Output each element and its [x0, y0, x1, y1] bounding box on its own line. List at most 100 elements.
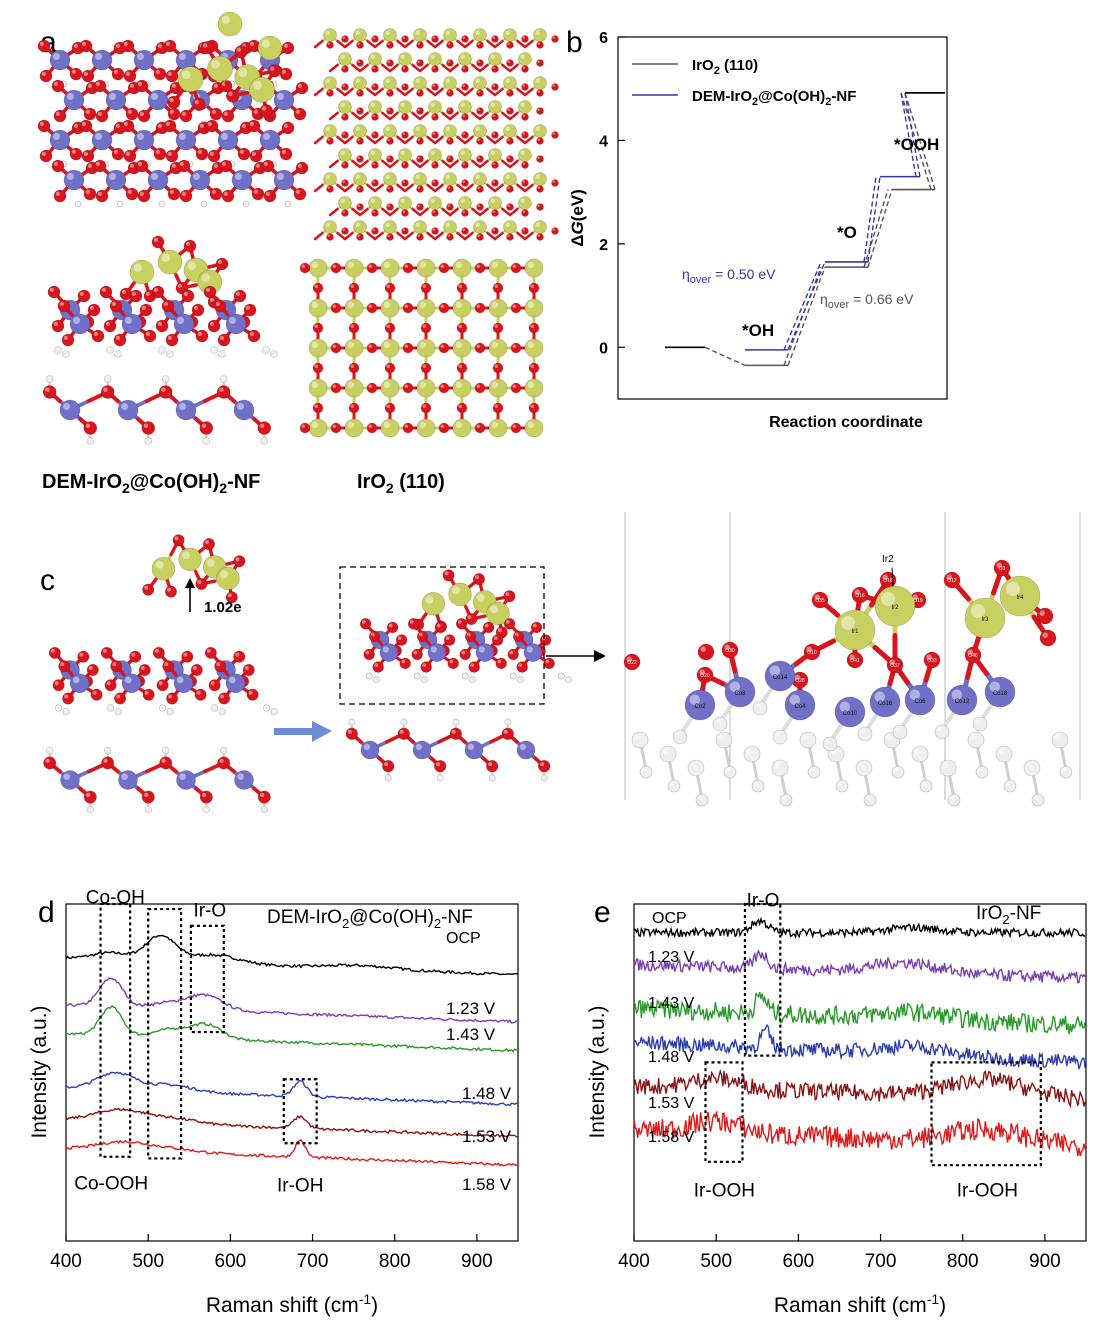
- h-atom: [995, 745, 1013, 763]
- atom-label: O35: [815, 598, 825, 604]
- atom-highlight: [133, 263, 142, 272]
- o-atom: [341, 113, 349, 121]
- atom-highlight: [432, 162, 435, 165]
- atom-highlight: [220, 570, 228, 579]
- atom-highlight: [626, 656, 632, 662]
- bond: [441, 63, 452, 73]
- atom-highlight: [140, 666, 145, 670]
- atom-label: Ir1: [851, 629, 859, 635]
- atom-highlight: [436, 762, 441, 767]
- co-atom: [105, 89, 127, 111]
- co-atom: [121, 673, 142, 694]
- atom-highlight: [115, 351, 118, 354]
- atom-highlight: [715, 719, 720, 724]
- o-atom: [811, 591, 829, 609]
- atom-highlight: [53, 81, 59, 86]
- atom-highlight: [497, 628, 502, 633]
- atom-highlight: [347, 301, 354, 308]
- atom-highlight: [505, 620, 510, 624]
- o-atom: [158, 385, 173, 399]
- bond: [456, 87, 467, 97]
- atom-highlight: [494, 404, 498, 408]
- atom-highlight: [143, 792, 149, 798]
- o-atom: [384, 322, 396, 334]
- o-atom: [476, 203, 484, 211]
- o-atom: [83, 790, 97, 804]
- atom-highlight: [253, 189, 258, 194]
- e-series-label: 1.48 V: [648, 1049, 695, 1066]
- atom-highlight: [520, 102, 525, 107]
- o-atom: [121, 119, 135, 133]
- atom-highlight: [462, 162, 465, 165]
- atom-highlight: [211, 109, 216, 114]
- o-atom: [465, 612, 478, 625]
- o-atom: [123, 149, 137, 163]
- atom-highlight: [425, 595, 434, 604]
- o-atom: [491, 131, 499, 139]
- d-peak-boxes: [99, 902, 318, 1160]
- atom-highlight: [512, 384, 516, 388]
- atom-highlight: [440, 424, 444, 428]
- h-atom: [158, 704, 167, 712]
- atom-highlight: [417, 156, 420, 159]
- bond: [343, 231, 354, 241]
- o-atom: [539, 634, 552, 646]
- atom-highlight: [49, 287, 55, 292]
- atom-highlight: [402, 114, 405, 117]
- co-atom: [784, 689, 816, 721]
- atom-highlight: [53, 321, 59, 326]
- atom-highlight: [419, 301, 426, 308]
- h-atom: [771, 759, 789, 777]
- d-annotation: Co-OH: [86, 887, 145, 908]
- o-atom: [51, 159, 65, 173]
- atom-highlight: [492, 210, 495, 213]
- atom-highlight: [530, 284, 534, 288]
- atom-highlight: [372, 228, 375, 231]
- atom-highlight: [228, 91, 233, 96]
- o-atom: [438, 422, 450, 434]
- c-combined-structure: [345, 569, 572, 782]
- o-atom: [156, 679, 169, 692]
- atom-highlight: [139, 111, 144, 116]
- atom-highlight: [492, 180, 495, 183]
- co-atom: [360, 740, 380, 760]
- o-atom: [221, 109, 235, 123]
- atom-highlight: [271, 709, 275, 712]
- o-atom: [402, 342, 414, 354]
- atom-highlight: [314, 284, 318, 288]
- o-atom: [114, 692, 127, 705]
- h-atom: [103, 375, 112, 383]
- o-atom: [536, 203, 544, 211]
- ir-atom: [834, 609, 876, 651]
- atom-highlight: [164, 662, 169, 667]
- atom-highlight: [458, 284, 462, 288]
- atom-highlight: [168, 694, 173, 699]
- o-atom: [420, 322, 432, 334]
- o-atom: [356, 89, 364, 97]
- h-atom: [516, 676, 524, 684]
- o-atom: [446, 59, 454, 67]
- atom-highlight: [347, 729, 352, 734]
- b-annot-o: *O: [837, 223, 857, 242]
- bond: [441, 159, 452, 169]
- atom-highlight: [203, 438, 207, 441]
- co-atom: [121, 313, 143, 335]
- o-atom: [382, 760, 395, 773]
- co-atom: [273, 89, 295, 111]
- ir-atom: [353, 172, 367, 186]
- atom-highlight: [85, 792, 91, 798]
- atom-highlight: [357, 60, 360, 64]
- o-atom: [386, 107, 394, 115]
- o-atom: [510, 382, 522, 394]
- atom-highlight: [537, 90, 541, 93]
- h-atom: [972, 716, 988, 732]
- atom-highlight: [1054, 734, 1060, 740]
- e-series-label: 1.43 V: [648, 995, 695, 1012]
- atom-highlight: [476, 344, 480, 348]
- co-atom: [379, 643, 399, 662]
- c-blue-arrowhead: [312, 721, 332, 742]
- atom-highlight: [350, 404, 354, 408]
- o-atom: [330, 422, 342, 434]
- h-atom: [54, 346, 62, 354]
